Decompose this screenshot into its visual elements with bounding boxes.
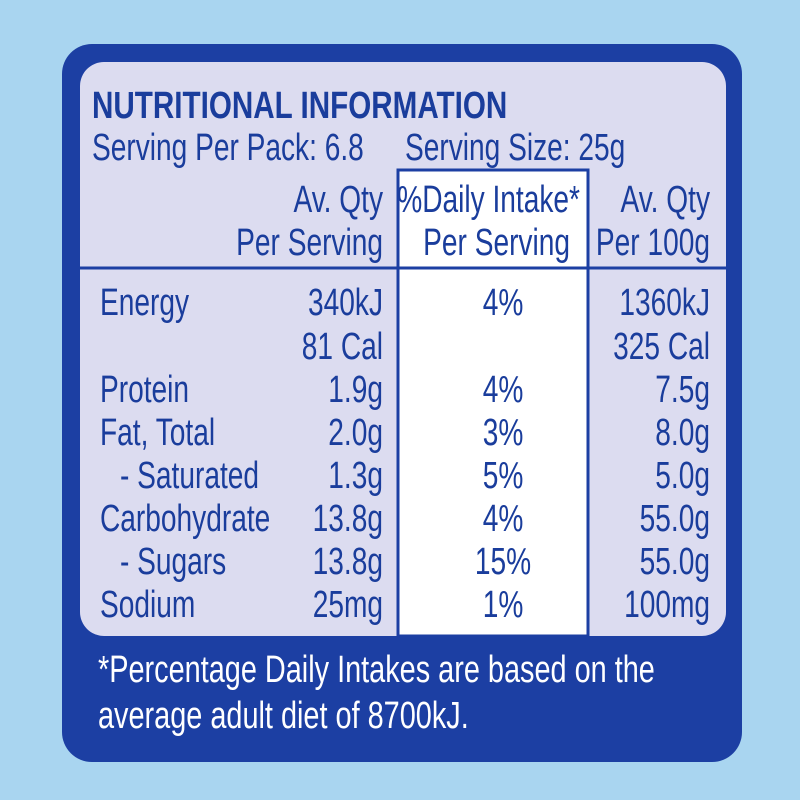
daily-intake: 4%	[483, 498, 524, 540]
per-serving: 2.0g	[328, 412, 383, 454]
row-label: Protein	[100, 369, 189, 411]
footnote: *Percentage Daily Intakes are based on t…	[98, 648, 655, 691]
per-serving: 1.9g	[328, 369, 383, 411]
column-header: Per Serving	[236, 222, 383, 264]
per-100g: 8.0g	[655, 412, 710, 454]
per-100g: 7.5g	[655, 369, 710, 411]
column-header: Av. Qty	[293, 179, 383, 221]
column-header: %Daily Intake*	[397, 179, 580, 221]
daily-intake: 1%	[483, 584, 524, 626]
title: NUTRITIONAL INFORMATION	[92, 85, 507, 127]
highlight-column	[396, 168, 590, 638]
row-label: Energy	[100, 282, 189, 324]
per-100g: 100mg	[624, 584, 710, 626]
daily-intake: 3%	[483, 412, 524, 454]
serving-size: Serving Size: 25g	[405, 127, 625, 169]
daily-intake: 4%	[483, 282, 524, 324]
row-label: Carbohydrate	[100, 498, 270, 540]
column-header: Av. Qty	[620, 179, 710, 221]
column-header: Per Serving	[423, 222, 570, 264]
row-label: Fat, Total	[100, 412, 215, 454]
row-label: - Sugars	[120, 541, 226, 583]
per-100g: 55.0g	[640, 541, 710, 583]
row-label: Sodium	[100, 584, 195, 626]
per-100g: 5.0g	[655, 455, 710, 497]
per-serving: 1.3g	[328, 455, 383, 497]
per-serving: 13.8g	[313, 541, 383, 583]
per-serving: 81 Cal	[302, 326, 383, 368]
daily-intake: 4%	[483, 369, 524, 411]
daily-intake: 5%	[483, 455, 524, 497]
serving-per-pack: Serving Per Pack: 6.8	[92, 127, 364, 169]
column-header: Per 100g	[596, 222, 710, 264]
per-serving: 340kJ	[308, 282, 383, 324]
per-100g: 325 Cal	[613, 326, 710, 368]
per-serving: 13.8g	[313, 498, 383, 540]
daily-intake: 15%	[475, 541, 531, 583]
per-serving: 25mg	[313, 584, 383, 626]
row-label: - Saturated	[120, 455, 259, 497]
per-100g: 55.0g	[640, 498, 710, 540]
per-100g: 1360kJ	[619, 282, 710, 324]
footnote: average adult diet of 8700kJ.	[98, 694, 469, 737]
